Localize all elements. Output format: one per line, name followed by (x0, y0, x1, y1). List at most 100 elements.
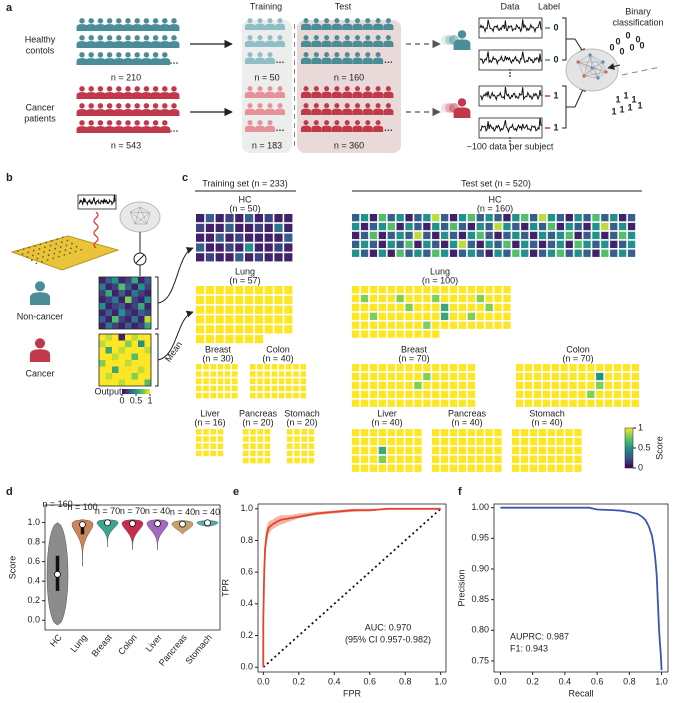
panel-label: a (6, 2, 13, 14)
person-icon (122, 58, 134, 65)
heatmap-cell (569, 372, 577, 381)
group-title: Lung (235, 266, 255, 276)
ci-band (263, 508, 441, 668)
heatmap-cell (476, 231, 484, 240)
heatmap-cell (560, 381, 568, 390)
heatmap-cell (485, 231, 493, 240)
heatmap-cell (99, 366, 106, 373)
ellipsis-dot (282, 61, 284, 63)
person-icon (122, 109, 134, 116)
person-icon (311, 108, 322, 115)
heatmap-cell (360, 330, 369, 338)
heatmap-cell (432, 381, 440, 390)
person-icon (331, 40, 342, 47)
heatmap-cell (144, 340, 151, 347)
heatmap-cell (476, 303, 484, 312)
heatmap-cell (352, 240, 360, 248)
heatmap-cell (250, 385, 256, 392)
heatmap-cell (432, 240, 440, 248)
person-icon (94, 92, 106, 99)
heatmap-cell (560, 364, 568, 372)
heatmap-cell (125, 309, 132, 316)
colorbar (122, 389, 150, 394)
plot-frame (44, 504, 221, 631)
heatmap-cell (294, 457, 300, 464)
person-icon (168, 41, 180, 48)
sensor-dot (30, 259, 33, 262)
heatmap-cell (423, 364, 431, 372)
heatmap-cell (538, 249, 547, 257)
ellipsis-dot (387, 61, 390, 63)
heatmap-cell (264, 214, 273, 223)
heatmap-cell (99, 379, 106, 386)
heatmap-cell (274, 325, 283, 334)
bracket (155, 276, 159, 330)
heatmap-cell (250, 457, 256, 464)
person-icon (385, 35, 391, 41)
person-icon (352, 91, 363, 98)
heatmap-cell (118, 379, 125, 386)
person-icon (244, 57, 256, 64)
heatmap-cell (405, 399, 413, 407)
heatmap-cell (423, 390, 431, 398)
heatmap-cell (118, 340, 125, 347)
heatmap-cell (587, 381, 595, 390)
heatmap-cell (432, 321, 440, 329)
heatmap-cell (369, 231, 378, 240)
heatmap-cell (441, 321, 449, 329)
heatmap-cell (405, 364, 413, 372)
heatmap-cell (217, 443, 224, 449)
classification-glyph: 1 (615, 94, 620, 104)
heatmap-cell (196, 214, 205, 223)
heatmap-cell (592, 214, 600, 222)
x-tick-label: Breast (89, 632, 114, 659)
person-icon (321, 125, 332, 132)
heatmap-cell (583, 240, 591, 248)
heatmap-cell (512, 446, 520, 455)
heatmap-cell (217, 450, 224, 457)
heatmap-cell (352, 214, 360, 222)
heatmap-cell (250, 450, 256, 457)
heatmap-cell (494, 455, 502, 463)
y-tick-label: 0.0 (27, 615, 40, 625)
y-tick-label: 0.0 (240, 662, 253, 672)
heatmap-cell (196, 305, 205, 314)
heatmap-cell (293, 378, 299, 384)
heatmap-cell (257, 457, 263, 464)
heatmap-cell (556, 214, 564, 222)
sensor-dot (28, 246, 31, 249)
heatmap-cell (449, 231, 458, 240)
heatmap-cell (217, 371, 224, 377)
violin (121, 519, 144, 550)
heatmap-cell (423, 214, 431, 222)
person-icon (354, 86, 361, 92)
person-icon (85, 109, 97, 116)
heatmap-cell (610, 249, 618, 257)
heatmap-cell (530, 231, 538, 240)
heatmap-cell (565, 240, 573, 248)
column-title: Label (538, 1, 560, 11)
person-icon (321, 108, 332, 115)
heatmap-cell (432, 231, 440, 240)
heatmap-cell (360, 455, 369, 463)
heatmap-cell (423, 294, 431, 303)
heatmap-cell (432, 372, 440, 381)
person-icon (373, 57, 384, 64)
heatmap-cell (458, 294, 467, 303)
heatmap-cell (533, 399, 542, 407)
heatmap-cell (601, 222, 609, 231)
person-icon (162, 52, 168, 58)
person-icon (375, 35, 381, 41)
person-icon (373, 108, 384, 115)
heatmap-cell (138, 309, 145, 316)
heatmap-cell (449, 464, 458, 472)
brain (119, 201, 161, 233)
heatmap-cell (494, 249, 502, 257)
panel-label: c (182, 172, 188, 184)
person-icon (362, 40, 373, 47)
heatmap-cell (224, 392, 231, 399)
median-dot (129, 520, 136, 527)
person-icon (247, 103, 253, 109)
heatmap-cell (235, 286, 244, 295)
heatmap-cell (196, 371, 202, 377)
